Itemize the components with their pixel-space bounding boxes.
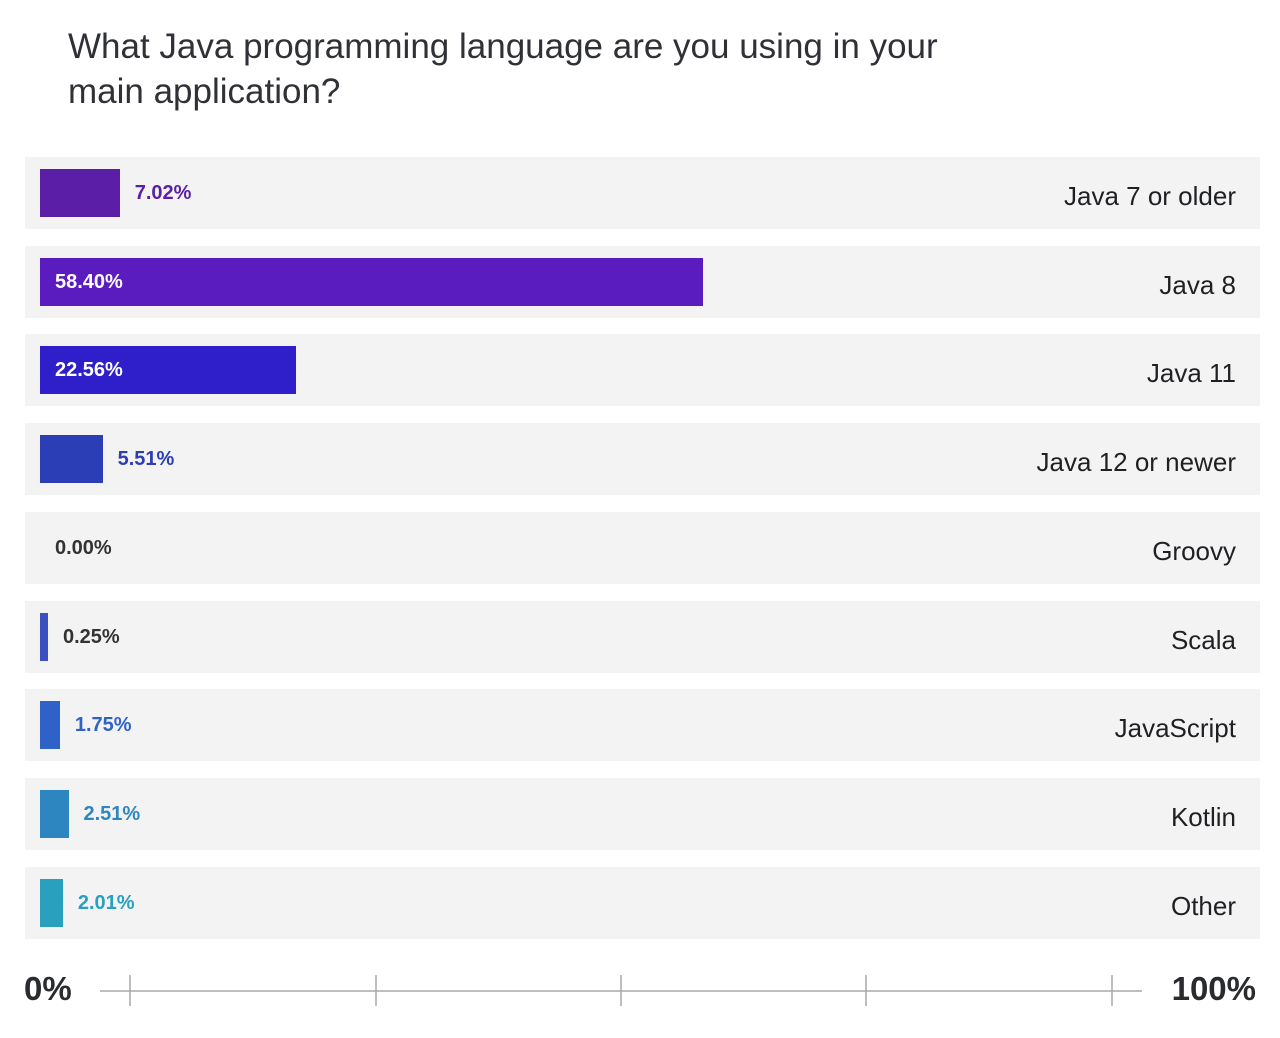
x-axis-line-svg — [100, 975, 1142, 1006]
bar-value-label: 2.01% — [77, 892, 135, 914]
bar-value-label: 5.51% — [117, 448, 175, 470]
bar-row: 58.40% Java 8 — [25, 246, 1260, 318]
category-label: Other — [1170, 891, 1236, 921]
bar — [40, 701, 60, 749]
bar — [40, 169, 120, 217]
bar — [40, 879, 63, 927]
bar-value-label: 2.51% — [83, 803, 141, 825]
category-label: Java 8 — [1159, 270, 1236, 300]
category-label: Kotlin — [1170, 802, 1236, 832]
category-label: Java 12 or newer — [1036, 447, 1236, 477]
bar-row: 1.75% JavaScript — [25, 689, 1260, 761]
category-label: Java 7 or older — [1064, 181, 1236, 211]
bar — [40, 790, 69, 838]
bar-value-label: 1.75% — [74, 714, 132, 736]
x-axis-min-label: 0% — [24, 970, 72, 1007]
x-axis-max-label: 100% — [1171, 970, 1256, 1007]
category-label: Java 11 — [1146, 358, 1236, 388]
bar-value-label: 22.56% — [55, 359, 123, 381]
bar-row: 2.01% Other — [25, 867, 1260, 939]
bar — [40, 435, 103, 483]
bar-row: 2.51% Kotlin — [25, 778, 1260, 850]
category-label: Scala — [1170, 625, 1236, 655]
bar — [40, 346, 297, 394]
bar-value-label: 7.02% — [134, 182, 192, 204]
chart-title: What Java programming language are you u… — [68, 27, 938, 111]
bar-row: 7.02% Java 7 or older — [25, 157, 1260, 229]
bar-value-label: 58.40% — [55, 271, 123, 293]
bar-row: 0.25% Scala — [25, 601, 1260, 673]
bar-value-label: 0.25% — [63, 626, 120, 648]
category-label: Groovy — [1152, 536, 1236, 566]
bar — [40, 258, 704, 306]
category-label: JavaScript — [1114, 713, 1236, 743]
bar-row: 22.56% Java 11 — [25, 334, 1260, 406]
bar-row: 5.51% Java 12 or newer — [25, 423, 1260, 495]
x-axis: 0% 100% — [0, 960, 1280, 1020]
bar — [40, 613, 48, 661]
bar-row: 0.00% Groovy — [25, 512, 1260, 584]
bar-value-label: 0.00% — [55, 537, 112, 559]
